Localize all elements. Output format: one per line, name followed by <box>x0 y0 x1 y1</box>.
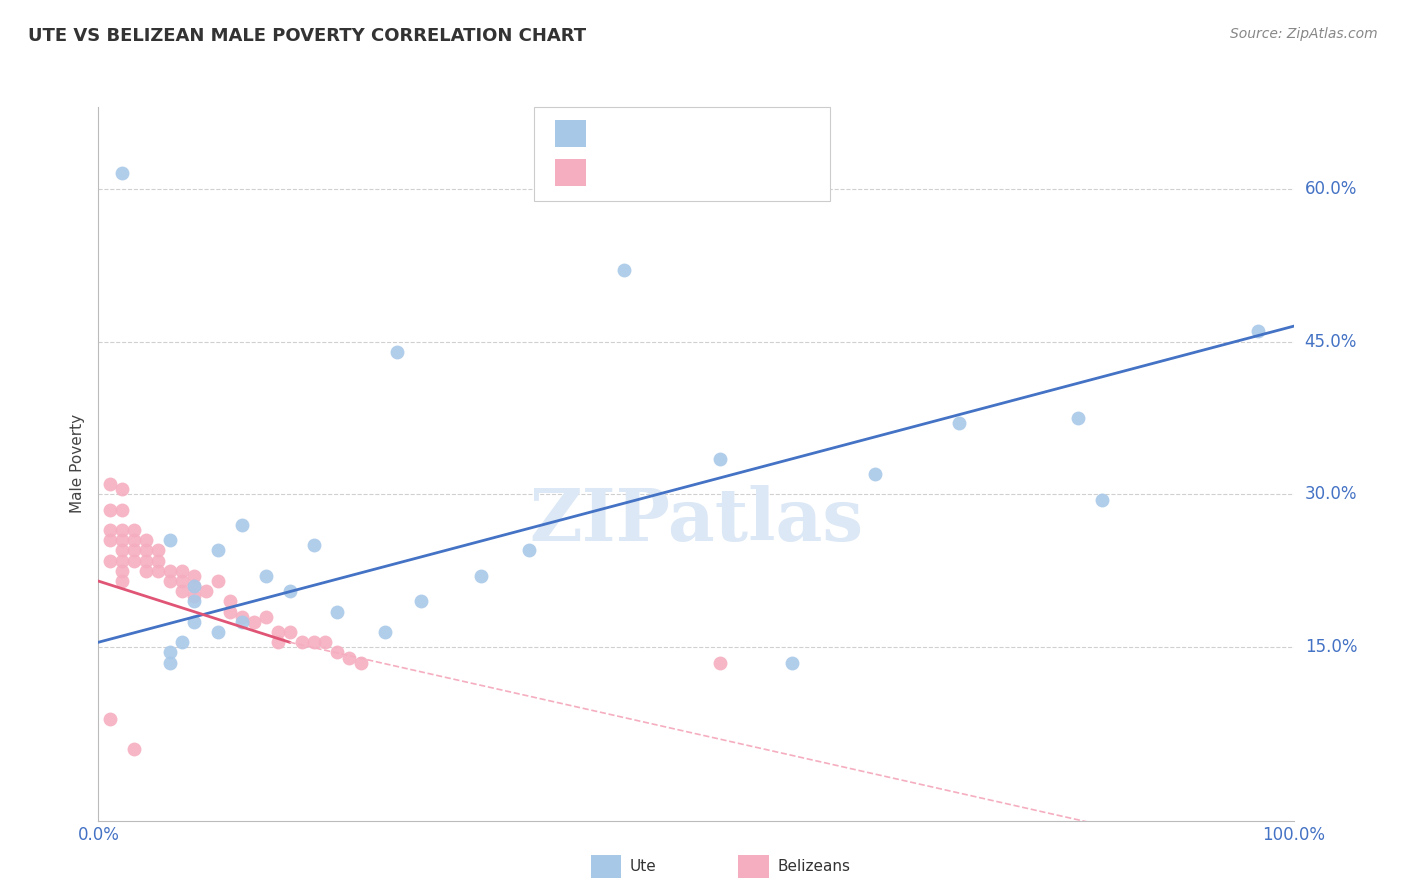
Point <box>124 742 146 756</box>
Point <box>254 569 277 583</box>
Point <box>231 615 253 629</box>
Point <box>709 451 731 466</box>
Point <box>207 625 229 640</box>
Point <box>709 656 731 670</box>
Point <box>302 538 325 552</box>
Text: 30.0%: 30.0% <box>1305 485 1357 503</box>
Point <box>148 543 170 558</box>
Point <box>135 554 157 568</box>
Point <box>207 543 229 558</box>
Point <box>98 502 122 516</box>
Point <box>243 615 266 629</box>
Point <box>111 483 134 497</box>
Point <box>135 533 157 548</box>
Point <box>374 625 396 640</box>
Point <box>148 564 170 578</box>
Point <box>207 574 229 588</box>
Point <box>231 518 253 533</box>
Point <box>124 523 146 537</box>
Point <box>267 635 290 649</box>
Point <box>231 609 253 624</box>
Point <box>183 594 205 608</box>
Point <box>111 574 134 588</box>
Point <box>1246 324 1268 338</box>
Point <box>517 543 540 558</box>
Point <box>326 645 349 659</box>
Y-axis label: Male Poverty: Male Poverty <box>70 414 86 514</box>
Point <box>111 543 134 558</box>
Text: ZIPatlas: ZIPatlas <box>529 485 863 557</box>
Text: N =: N = <box>707 165 737 179</box>
Point <box>98 533 122 548</box>
Point <box>135 564 157 578</box>
Point <box>302 635 325 649</box>
Point <box>315 635 337 649</box>
Point <box>254 609 277 624</box>
Text: -0.129: -0.129 <box>644 165 699 179</box>
Point <box>219 594 242 608</box>
Point <box>124 533 146 548</box>
Point <box>194 584 217 599</box>
Text: 0.614: 0.614 <box>644 127 692 141</box>
Point <box>135 543 157 558</box>
Point <box>278 625 301 640</box>
Point <box>159 656 181 670</box>
Point <box>159 574 181 588</box>
Text: 15.0%: 15.0% <box>1305 639 1357 657</box>
Point <box>219 605 242 619</box>
Point <box>172 574 194 588</box>
Point <box>1091 492 1114 507</box>
Point <box>385 344 409 359</box>
Point <box>183 569 205 583</box>
Point <box>948 416 970 430</box>
Point <box>863 467 886 481</box>
Text: 60.0%: 60.0% <box>1305 179 1357 198</box>
Point <box>183 579 205 593</box>
Point <box>290 635 312 649</box>
Point <box>267 625 290 640</box>
Point <box>172 635 194 649</box>
Point <box>159 533 181 548</box>
Point <box>172 564 194 578</box>
Point <box>98 712 122 726</box>
Point <box>326 605 349 619</box>
Point <box>111 554 134 568</box>
Point <box>148 554 170 568</box>
Point <box>159 645 181 659</box>
Point <box>111 166 134 180</box>
Point <box>124 543 146 558</box>
Point <box>111 502 134 516</box>
Point <box>172 584 194 599</box>
Point <box>98 523 122 537</box>
Text: Ute: Ute <box>630 859 657 874</box>
Text: R =: R = <box>598 127 626 141</box>
Text: 45.0%: 45.0% <box>1305 333 1357 351</box>
Point <box>470 569 492 583</box>
Point <box>183 579 205 593</box>
Point <box>124 554 146 568</box>
Point <box>159 564 181 578</box>
Point <box>613 263 636 277</box>
Point <box>98 477 122 491</box>
Text: 51: 51 <box>749 165 770 179</box>
Point <box>411 594 433 608</box>
Text: R =: R = <box>598 165 626 179</box>
Text: 29: 29 <box>749 127 770 141</box>
Text: Belizeans: Belizeans <box>778 859 851 874</box>
Point <box>1067 411 1090 425</box>
Point <box>111 533 134 548</box>
Point <box>183 590 205 604</box>
Point <box>780 656 803 670</box>
Point <box>183 615 205 629</box>
Point <box>350 656 373 670</box>
Point <box>111 523 134 537</box>
Text: N =: N = <box>707 127 737 141</box>
Text: UTE VS BELIZEAN MALE POVERTY CORRELATION CHART: UTE VS BELIZEAN MALE POVERTY CORRELATION… <box>28 27 586 45</box>
Point <box>111 564 134 578</box>
Point <box>98 554 122 568</box>
Point <box>278 584 301 599</box>
Point <box>337 650 360 665</box>
Text: Source: ZipAtlas.com: Source: ZipAtlas.com <box>1230 27 1378 41</box>
